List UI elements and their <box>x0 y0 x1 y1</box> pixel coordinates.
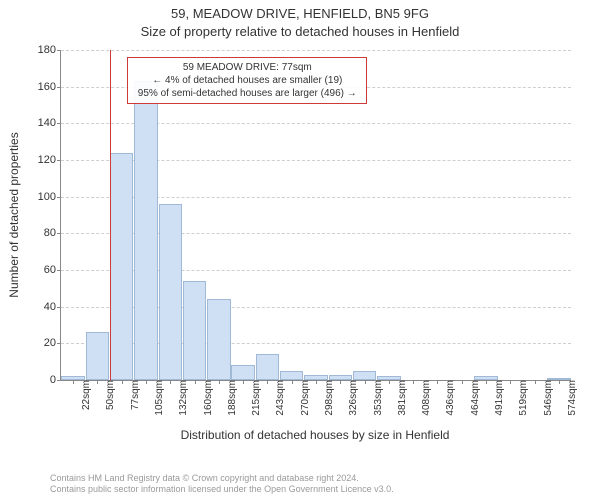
annotation-line-0: 59 MEADOW DRIVE: 77sqm <box>134 61 360 74</box>
xtick-label: 243sqm <box>271 380 286 416</box>
histogram-bar <box>134 81 157 380</box>
xtick-label: 22sqm <box>77 380 92 410</box>
property-marker-line <box>110 50 111 380</box>
ytick-label: 80 <box>44 227 61 239</box>
xtick-mark <box>389 380 390 384</box>
histogram-bar <box>159 204 182 380</box>
xtick-mark <box>486 380 487 384</box>
xtick-mark <box>292 380 293 384</box>
xtick-label: 546sqm <box>539 380 554 416</box>
xtick-mark <box>462 380 463 384</box>
xtick-label: 77sqm <box>126 380 141 410</box>
annotation-line-2: 95% of semi-detached houses are larger (… <box>134 87 360 100</box>
gridline <box>61 50 571 51</box>
xtick-mark <box>170 380 171 384</box>
xtick-label: 464sqm <box>466 380 481 416</box>
xtick-mark <box>195 380 196 384</box>
ytick-label: 20 <box>44 337 61 349</box>
xtick-mark <box>316 380 317 384</box>
xtick-label: 353sqm <box>369 380 384 416</box>
footer-line-1: Contains HM Land Registry data © Crown c… <box>50 473 600 485</box>
ytick-label: 40 <box>44 301 61 313</box>
xtick-mark <box>219 380 220 384</box>
plot-area: 02040608010012014016018022sqm50sqm77sqm1… <box>60 50 571 381</box>
xtick-mark <box>243 380 244 384</box>
xtick-label: 519sqm <box>514 380 529 416</box>
xtick-label: 270sqm <box>296 380 311 416</box>
annotation-line-1: ← 4% of detached houses are smaller (19) <box>134 74 360 87</box>
xtick-mark <box>437 380 438 384</box>
histogram-bar <box>86 332 109 380</box>
y-axis-label: Number of detached properties <box>7 132 21 297</box>
xtick-label: 408sqm <box>417 380 432 416</box>
footer: Contains HM Land Registry data © Crown c… <box>0 473 600 496</box>
histogram-bar <box>183 281 206 380</box>
xtick-label: 326sqm <box>344 380 359 416</box>
histogram-bar <box>231 365 254 380</box>
xtick-label: 436sqm <box>441 380 456 416</box>
ytick-label: 180 <box>38 44 61 56</box>
xtick-label: 132sqm <box>174 380 189 416</box>
xtick-mark <box>73 380 74 384</box>
xtick-mark <box>340 380 341 384</box>
ytick-label: 0 <box>50 374 61 386</box>
xtick-label: 381sqm <box>393 380 408 416</box>
xtick-label: 50sqm <box>101 380 116 410</box>
xtick-mark <box>97 380 98 384</box>
xtick-label: 491sqm <box>490 380 505 416</box>
x-axis-label: Distribution of detached houses by size … <box>181 428 450 442</box>
ytick-label: 100 <box>38 191 61 203</box>
figure: 59, MEADOW DRIVE, HENFIELD, BN5 9FG Size… <box>0 0 600 500</box>
xtick-mark <box>365 380 366 384</box>
xtick-mark <box>510 380 511 384</box>
xtick-label: 298sqm <box>320 380 335 416</box>
histogram-bar <box>280 371 303 380</box>
xtick-label: 188sqm <box>223 380 238 416</box>
histogram-bar <box>207 299 230 380</box>
histogram-bar <box>110 153 133 380</box>
histogram-bar <box>353 371 376 380</box>
xtick-mark <box>122 380 123 384</box>
ytick-label: 140 <box>38 117 61 129</box>
xtick-mark <box>559 380 560 384</box>
xtick-label: 160sqm <box>199 380 214 416</box>
ytick-label: 60 <box>44 264 61 276</box>
title-address: 59, MEADOW DRIVE, HENFIELD, BN5 9FG <box>0 6 600 21</box>
xtick-label: 215sqm <box>247 380 262 416</box>
ytick-label: 160 <box>38 81 61 93</box>
xtick-mark <box>267 380 268 384</box>
xtick-mark <box>535 380 536 384</box>
ytick-label: 120 <box>38 154 61 166</box>
xtick-label: 574sqm <box>563 380 578 416</box>
xtick-label: 105sqm <box>150 380 165 416</box>
histogram-bar <box>256 354 279 380</box>
xtick-mark <box>413 380 414 384</box>
xtick-mark <box>146 380 147 384</box>
annotation-box: 59 MEADOW DRIVE: 77sqm← 4% of detached h… <box>127 57 367 104</box>
title-subtitle: Size of property relative to detached ho… <box>0 24 600 39</box>
footer-line-2: Contains public sector information licen… <box>50 484 600 496</box>
